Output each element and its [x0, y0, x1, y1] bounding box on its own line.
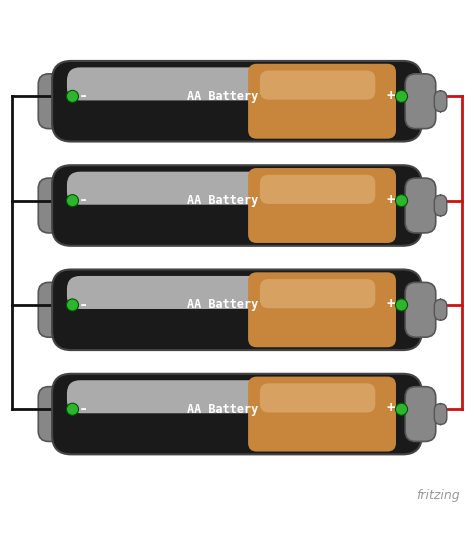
Text: fritzing: fritzing	[416, 489, 460, 502]
Circle shape	[66, 195, 79, 207]
FancyBboxPatch shape	[52, 374, 422, 454]
FancyBboxPatch shape	[434, 195, 447, 216]
FancyBboxPatch shape	[405, 178, 436, 233]
FancyBboxPatch shape	[248, 168, 396, 243]
FancyBboxPatch shape	[67, 276, 274, 309]
FancyBboxPatch shape	[38, 74, 69, 129]
FancyBboxPatch shape	[38, 282, 69, 337]
FancyBboxPatch shape	[434, 404, 447, 425]
Circle shape	[395, 91, 408, 102]
Text: AA Battery: AA Battery	[187, 403, 258, 416]
FancyBboxPatch shape	[260, 279, 375, 308]
Circle shape	[395, 195, 408, 207]
FancyBboxPatch shape	[405, 282, 436, 337]
Text: -: -	[79, 192, 88, 208]
FancyBboxPatch shape	[52, 270, 422, 350]
FancyBboxPatch shape	[248, 272, 396, 347]
Text: AA Battery: AA Battery	[187, 299, 258, 312]
FancyBboxPatch shape	[434, 299, 447, 320]
FancyBboxPatch shape	[67, 380, 274, 413]
Text: +: +	[386, 297, 395, 311]
Text: -: -	[79, 401, 88, 416]
Circle shape	[66, 403, 79, 415]
FancyBboxPatch shape	[52, 61, 422, 142]
FancyBboxPatch shape	[260, 71, 375, 100]
Text: AA Battery: AA Battery	[187, 90, 258, 103]
Circle shape	[395, 299, 408, 311]
FancyBboxPatch shape	[260, 175, 375, 204]
FancyBboxPatch shape	[38, 178, 69, 233]
FancyBboxPatch shape	[248, 377, 396, 452]
FancyBboxPatch shape	[67, 67, 274, 100]
Circle shape	[66, 91, 79, 102]
Text: +: +	[386, 193, 395, 207]
FancyBboxPatch shape	[405, 74, 436, 129]
Text: -: -	[79, 88, 88, 103]
Circle shape	[66, 299, 79, 311]
FancyBboxPatch shape	[52, 165, 422, 246]
FancyBboxPatch shape	[38, 386, 69, 441]
FancyBboxPatch shape	[260, 383, 375, 412]
FancyBboxPatch shape	[67, 171, 274, 205]
Text: AA Battery: AA Battery	[187, 194, 258, 207]
Text: -: -	[79, 296, 88, 312]
FancyBboxPatch shape	[248, 64, 396, 139]
FancyBboxPatch shape	[434, 91, 447, 112]
Text: +: +	[386, 88, 395, 102]
FancyBboxPatch shape	[405, 386, 436, 441]
Text: +: +	[386, 402, 395, 416]
Circle shape	[395, 403, 408, 415]
